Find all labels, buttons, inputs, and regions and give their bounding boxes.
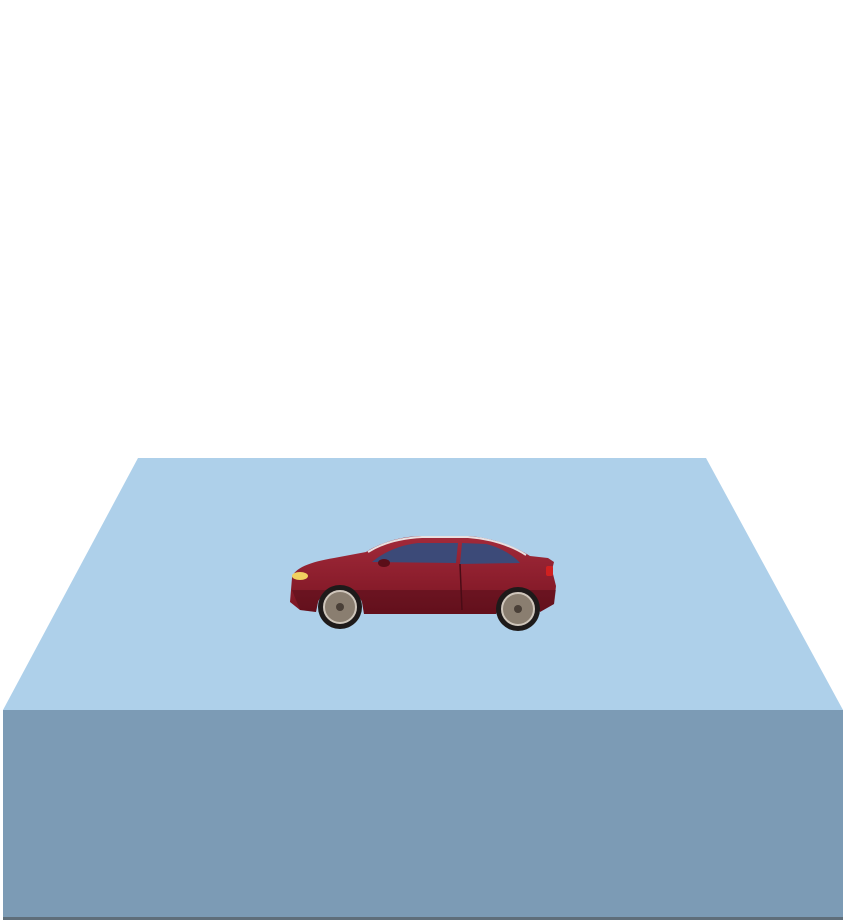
car-taillight [546, 566, 553, 576]
car-mirror [378, 559, 390, 567]
car-front-wheel [318, 585, 362, 629]
platform-bottom-edge [3, 917, 843, 920]
platform-front-face [3, 710, 843, 919]
car-headlight [292, 572, 308, 580]
car-rear-wheel [496, 587, 540, 631]
